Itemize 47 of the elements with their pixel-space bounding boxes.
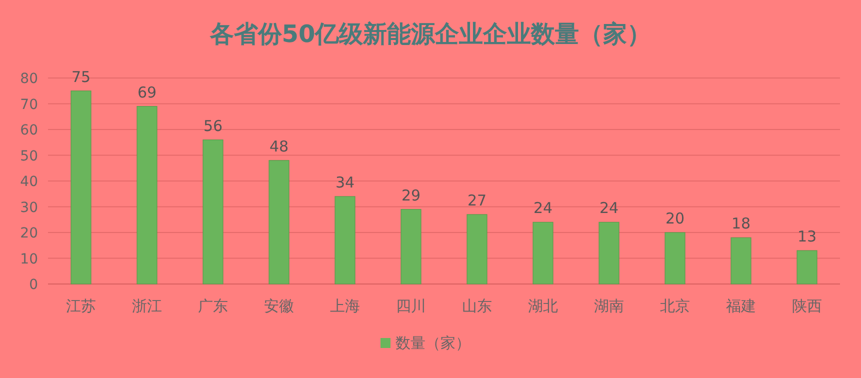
y-tick-label: 40: [20, 174, 38, 190]
x-tick-label: 上海: [330, 297, 360, 315]
data-label: 48: [269, 137, 289, 156]
x-tick-label: 湖北: [528, 297, 558, 315]
bar: [664, 232, 686, 284]
y-tick-label: 20: [20, 226, 38, 242]
x-tick-label: 浙江: [132, 297, 162, 315]
bar: [70, 90, 92, 284]
bar: [268, 160, 290, 284]
data-label: 69: [137, 83, 157, 102]
x-tick-label: 广东: [198, 297, 228, 315]
y-tick-label: 60: [20, 122, 38, 138]
data-label: 24: [599, 199, 619, 218]
data-label: 29: [401, 186, 421, 204]
y-tick-label: 50: [20, 148, 38, 164]
bar: [334, 196, 356, 284]
bar: [400, 209, 422, 284]
x-tick-label: 北京: [660, 297, 690, 315]
bar: [730, 237, 752, 284]
legend-label: 数量（家）: [396, 334, 470, 352]
x-tick-label: 湖南: [594, 297, 624, 315]
data-label: 56: [203, 116, 223, 135]
y-tick-label: 10: [20, 251, 38, 268]
bar: [136, 106, 158, 284]
x-tick-label: 安徽: [264, 297, 294, 315]
data-label: 24: [533, 199, 553, 218]
bar: [598, 222, 620, 284]
bar: [466, 214, 488, 284]
y-tick-label: 80: [20, 71, 38, 87]
y-tick-label: 30: [20, 200, 38, 216]
x-tick-label: 福建: [726, 297, 756, 315]
bar: [796, 250, 818, 284]
bar: [532, 222, 554, 284]
data-label: 34: [335, 173, 355, 192]
x-tick-label: 山东: [462, 297, 492, 315]
data-label: 27: [467, 191, 487, 210]
data-label: 20: [665, 210, 685, 228]
x-tick-label: 陕西: [792, 297, 822, 315]
chart-title: 各省份50亿级新能源企业企业数量（家）: [208, 20, 652, 48]
y-tick-label: 70: [20, 96, 38, 113]
y-tick-label: 0: [29, 277, 38, 293]
data-label: 13: [797, 228, 817, 246]
data-label: 75: [71, 68, 91, 86]
data-label: 18: [731, 214, 751, 233]
x-tick-label: 四川: [396, 297, 426, 315]
bar: [202, 140, 224, 284]
x-tick-label: 江苏: [66, 297, 96, 315]
